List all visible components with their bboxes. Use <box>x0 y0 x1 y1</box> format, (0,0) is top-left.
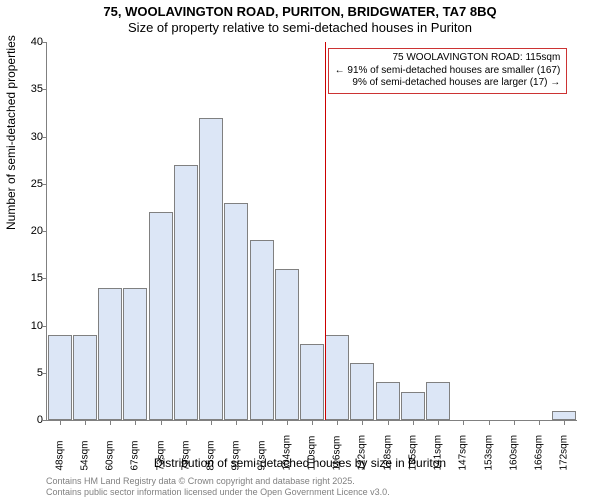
histogram-bar <box>552 411 576 420</box>
x-tick-mark <box>236 420 237 425</box>
histogram-bar <box>48 335 72 420</box>
y-axis-label: Number of semi-detached properties <box>4 35 18 230</box>
x-tick-mark <box>564 420 565 425</box>
x-tick-mark <box>60 420 61 425</box>
annotation-line3: 9% of semi-detached houses are larger (1… <box>335 77 561 90</box>
x-tick-mark <box>489 420 490 425</box>
chart-title-main: 75, WOOLAVINGTON ROAD, PURITON, BRIDGWAT… <box>0 4 600 19</box>
y-tick-label: 25 <box>19 178 43 190</box>
histogram-bar <box>275 269 299 420</box>
y-tick-label: 15 <box>19 272 43 284</box>
y-tick-mark <box>42 420 47 421</box>
y-tick-mark <box>42 89 47 90</box>
histogram-bar <box>224 203 248 420</box>
y-tick-mark <box>42 137 47 138</box>
x-tick-mark <box>161 420 162 425</box>
y-tick-label: 30 <box>19 131 43 143</box>
x-tick-mark <box>362 420 363 425</box>
y-tick-label: 10 <box>19 320 43 332</box>
y-tick-mark <box>42 42 47 43</box>
histogram-bar <box>73 335 97 420</box>
histogram-bar <box>123 288 147 420</box>
x-tick-mark <box>211 420 212 425</box>
attribution-text: Contains HM Land Registry data © Crown c… <box>46 476 390 498</box>
reference-line <box>325 42 326 420</box>
histogram-bar <box>401 392 425 420</box>
x-tick-mark <box>539 420 540 425</box>
y-tick-label: 5 <box>19 367 43 379</box>
histogram-bar <box>149 212 173 420</box>
x-tick-mark <box>262 420 263 425</box>
plot-area: 051015202530354048sqm54sqm60sqm67sqm73sq… <box>46 42 577 421</box>
y-tick-mark <box>42 373 47 374</box>
annotation-box: 75 WOOLAVINGTON ROAD: 115sqm← 91% of sem… <box>328 48 568 94</box>
annotation-line2: ← 91% of semi-detached houses are smalle… <box>335 65 561 78</box>
histogram-bar <box>174 165 198 420</box>
x-tick-mark <box>287 420 288 425</box>
x-tick-mark <box>337 420 338 425</box>
x-tick-mark <box>438 420 439 425</box>
x-tick-mark <box>85 420 86 425</box>
histogram-bar <box>426 382 450 420</box>
x-tick-mark <box>413 420 414 425</box>
y-tick-mark <box>42 278 47 279</box>
y-tick-mark <box>42 184 47 185</box>
x-tick-mark <box>312 420 313 425</box>
annotation-line1: 75 WOOLAVINGTON ROAD: 115sqm <box>335 52 561 65</box>
y-tick-label: 20 <box>19 225 43 237</box>
histogram-bar <box>376 382 400 420</box>
x-tick-mark <box>186 420 187 425</box>
y-tick-mark <box>42 231 47 232</box>
attribution-line1: Contains HM Land Registry data © Crown c… <box>46 476 390 487</box>
histogram-bar <box>300 344 324 420</box>
y-tick-label: 0 <box>19 414 43 426</box>
histogram-bar <box>350 363 374 420</box>
y-tick-mark <box>42 326 47 327</box>
x-tick-mark <box>463 420 464 425</box>
chart-title-sub: Size of property relative to semi-detach… <box>0 20 600 35</box>
x-tick-mark <box>388 420 389 425</box>
x-tick-mark <box>135 420 136 425</box>
x-axis-label: Distribution of semi-detached houses by … <box>0 456 600 470</box>
attribution-line2: Contains public sector information licen… <box>46 487 390 498</box>
y-tick-label: 35 <box>19 83 43 95</box>
histogram-bar <box>199 118 223 420</box>
histogram-bar <box>98 288 122 420</box>
x-tick-mark <box>514 420 515 425</box>
chart-container: 75, WOOLAVINGTON ROAD, PURITON, BRIDGWAT… <box>0 0 600 500</box>
histogram-bar <box>250 240 274 420</box>
y-tick-label: 40 <box>19 36 43 48</box>
x-tick-mark <box>110 420 111 425</box>
histogram-bar <box>325 335 349 420</box>
